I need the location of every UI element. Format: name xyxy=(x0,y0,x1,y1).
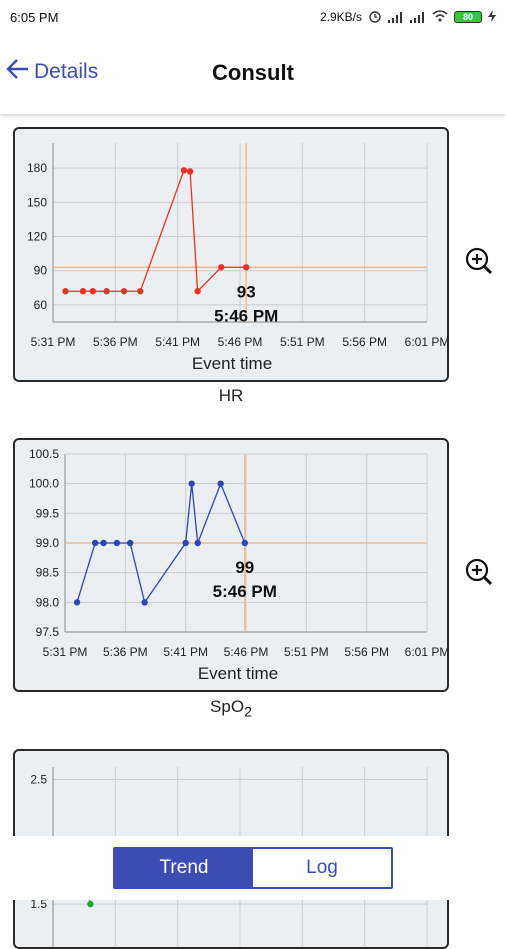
y-tick-label: 99.5 xyxy=(36,506,60,520)
y-tick-label: 100.0 xyxy=(29,477,59,491)
data-point xyxy=(89,288,97,295)
highlight-time: 5:46 PM xyxy=(213,582,277,601)
page-title: Consult xyxy=(212,60,294,85)
y-tick-label: 100.5 xyxy=(29,447,59,461)
status-icons: 2.9KB/s 80 xyxy=(320,9,496,26)
data-point xyxy=(243,264,250,271)
y-tick-label: 180 xyxy=(27,161,47,175)
x-tick-label: 5:41 PM xyxy=(163,645,208,659)
x-tick-label: 5:41 PM xyxy=(155,335,200,349)
spo2-chart-card: 97.5 98.0 98.5 99.0 99.5 100.0 100.5 5:31 PM 5:3… xyxy=(13,438,449,692)
hr-zoom-button[interactable] xyxy=(464,246,494,276)
data-point xyxy=(62,288,69,295)
y-tick-label: 98.5 xyxy=(36,566,60,580)
view-toggle: Trend Log xyxy=(113,847,393,889)
status-bar: 6:05 PM 2.9KB/s 80 xyxy=(0,0,506,34)
data-point xyxy=(194,539,201,547)
tab-log[interactable]: Log xyxy=(253,849,391,887)
data-point xyxy=(141,599,148,606)
x-tick-label: 5:31 PM xyxy=(31,335,76,349)
x-tick-label: 5:31 PM xyxy=(43,645,88,659)
data-point xyxy=(188,480,195,487)
x-axis-title: Event time xyxy=(198,664,278,683)
data-point xyxy=(91,539,99,547)
zoom-in-icon xyxy=(465,247,493,275)
spo2-chart-caption: SpO2 xyxy=(13,697,449,720)
hr-chart: 60 90 120 150 180 5:31 PM 5:36 PM 5:41 PM 5:46 P… xyxy=(27,143,447,373)
signal-icon xyxy=(388,11,404,23)
x-tick-label: 5:51 PM xyxy=(280,335,325,349)
data-point xyxy=(103,288,110,295)
data-point xyxy=(79,288,87,295)
network-speed: 2.9KB/s xyxy=(319,10,362,24)
x-tick-label: 5:36 PM xyxy=(103,645,148,659)
battery-icon: 80 xyxy=(454,11,482,23)
x-tick-label: 5:56 PM xyxy=(344,645,389,659)
series-line xyxy=(65,169,247,293)
data-point xyxy=(194,288,201,295)
data-point xyxy=(100,539,107,547)
data-point xyxy=(182,539,189,547)
y-tick-label: 60 xyxy=(34,298,48,312)
bottom-bar: Trend Log xyxy=(0,836,506,900)
data-point xyxy=(113,539,121,547)
y-tick-label: 99.0 xyxy=(36,536,60,550)
charging-icon xyxy=(488,9,496,25)
data-point xyxy=(241,539,248,547)
highlight-time: 5:46 PM xyxy=(214,306,278,325)
y-tick-label: 98.0 xyxy=(36,595,60,609)
x-tick-label: 5:56 PM xyxy=(342,335,387,349)
data-point xyxy=(137,288,144,295)
x-tick-label: 6:01 PM xyxy=(405,335,447,349)
spo2-chart: 97.5 98.0 98.5 99.0 99.5 100.0 100.5 5:31 PM 5:3… xyxy=(29,447,447,683)
zoom-in-icon xyxy=(465,558,493,586)
back-label: Details xyxy=(34,60,99,83)
tab-trend[interactable]: Trend xyxy=(115,849,253,887)
wifi-icon xyxy=(432,9,448,25)
y-tick-label: 97.5 xyxy=(36,625,60,639)
data-point xyxy=(126,539,134,547)
highlight-value: 99 xyxy=(235,558,254,577)
data-point xyxy=(87,900,94,908)
app-bar: Details Consult xyxy=(0,36,506,114)
x-tick-label: 6:01 PM xyxy=(405,645,447,659)
x-axis-title: Event time xyxy=(192,354,272,373)
x-tick-label: 5:36 PM xyxy=(93,335,138,349)
alarm-icon xyxy=(368,9,382,26)
spo2-zoom-button[interactable] xyxy=(464,557,494,587)
y-tick-label: 90 xyxy=(34,264,48,278)
x-tick-label: 5:46 PM xyxy=(218,335,263,349)
signal-icon xyxy=(410,11,426,23)
data-point xyxy=(218,264,225,271)
hr-chart-card: 60 90 120 150 180 5:31 PM 5:36 PM 5:41 PM 5:46 P… xyxy=(13,127,449,382)
back-button[interactable]: Details xyxy=(6,58,98,86)
arrow-left-icon xyxy=(6,58,30,86)
data-point xyxy=(217,480,224,487)
data-point xyxy=(180,167,188,174)
hr-chart-caption: HR xyxy=(218,386,244,405)
data-point xyxy=(73,599,81,606)
highlight-value: 93 xyxy=(237,282,256,301)
data-point xyxy=(186,168,194,175)
x-tick-label: 5:46 PM xyxy=(224,645,269,659)
y-tick-label: 120 xyxy=(27,229,47,243)
y-tick-label: 150 xyxy=(27,195,47,209)
data-point xyxy=(120,288,128,295)
status-time: 6:05 PM xyxy=(10,9,59,25)
x-tick-label: 5:51 PM xyxy=(284,645,329,659)
y-tick-label: 2.5 xyxy=(30,772,47,786)
spo2-caption-text: SpO xyxy=(210,697,245,716)
spo2-caption-subscript: 2 xyxy=(244,704,252,721)
